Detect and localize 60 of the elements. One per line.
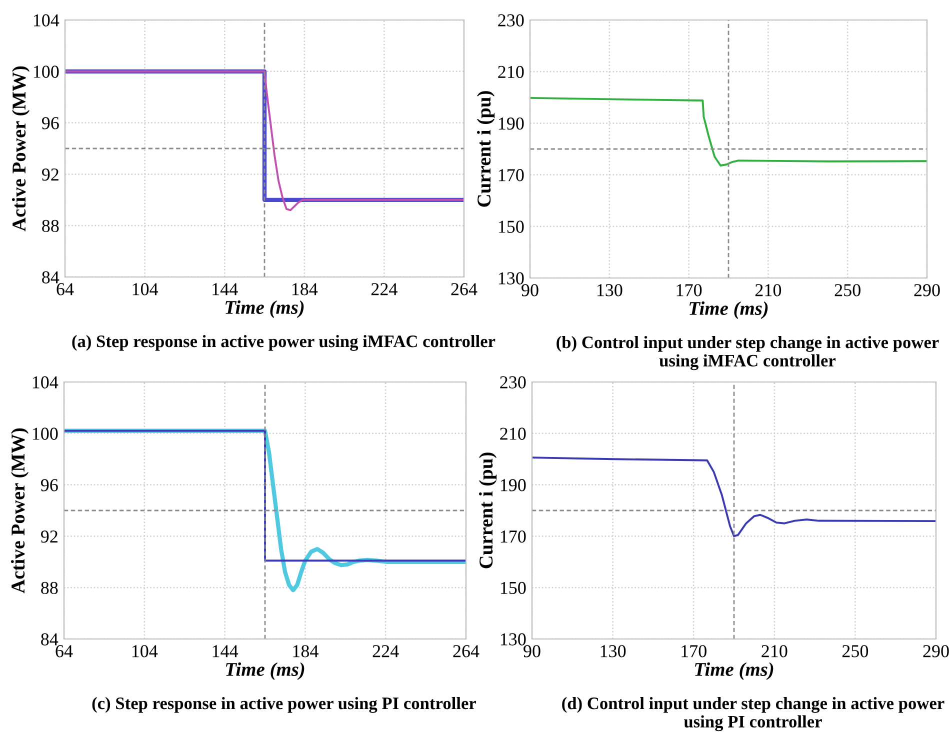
x-tick-label: 90 (522, 284, 538, 296)
y-tick-label: 84 (42, 271, 60, 284)
x-tick-label: 104 (132, 645, 158, 658)
x-tick-label: 250 (834, 284, 860, 296)
x-tick-label: 90 (524, 645, 540, 658)
y-tick-label: 100 (32, 428, 58, 440)
y-tick-label: 92 (40, 530, 58, 543)
y-tick-label: 130 (498, 272, 524, 284)
x-tick-label: 184 (292, 283, 318, 296)
y-tick-label: 96 (40, 479, 58, 492)
y-tick-label: 150 (500, 582, 526, 594)
x-tick-label: 144 (212, 645, 238, 658)
x-tick-label: 290 (914, 284, 940, 296)
y-tick-label: 210 (500, 428, 526, 440)
x-tick-label: 210 (755, 284, 782, 296)
y-tick-label: 100 (34, 66, 59, 78)
x-axis-title: Time (ms) (226, 300, 304, 318)
text: (d) Control input under step change in active power using PI controller (562, 697, 944, 732)
y-tick-label: 170 (500, 530, 526, 543)
x-tick-label: 170 (676, 284, 702, 296)
y-tick-label: 104 (32, 376, 58, 388)
y-tick-label: 92 (42, 168, 58, 181)
y-axis-title: Active Power (MW) (10, 428, 29, 594)
y-tick-label: 190 (500, 479, 526, 492)
y-axis-title: Current i (pu) (478, 452, 497, 568)
x-tick-label: 144 (212, 283, 238, 296)
y-tick-label: 130 (500, 633, 526, 646)
y-tick-label: 190 (498, 117, 524, 130)
x-tick-label: 250 (842, 645, 868, 658)
y-tick-label: 96 (42, 117, 59, 130)
y-tick-label: 230 (500, 376, 526, 388)
y-tick-label: 150 (498, 220, 524, 233)
x-tick-label: 170 (682, 645, 706, 658)
y-tick-label: 170 (498, 169, 524, 182)
y-tick-label: 230 (498, 14, 524, 26)
x-tick-label: 224 (372, 645, 399, 658)
x-tick-label: 104 (132, 283, 158, 296)
x-axis-title: Time (ms) (226, 662, 304, 680)
y-tick-label: 88 (41, 582, 58, 594)
x-tick-label: 130 (597, 284, 622, 296)
x-tick-label: 210 (762, 645, 788, 658)
text: (c) Step response in active power using PI controller (92, 697, 476, 713)
x-tick-label: 224 (371, 283, 398, 296)
y-tick-label: 88 (42, 220, 59, 232)
x-tick-label: 64 (56, 645, 73, 658)
x-tick-label: 264 (453, 645, 480, 658)
y-tick-label: 84 (41, 633, 58, 646)
text: (b) Control input under step change in active power using iMFAC controller (556, 336, 939, 370)
x-axis-title: Time (ms) (690, 301, 768, 319)
x-tick-label: 184 (293, 645, 318, 658)
y-axis-title: Active Power (MW) (12, 66, 30, 232)
x-tick-label: 64 (56, 283, 74, 296)
y-tick-label: 104 (34, 14, 60, 26)
text: (a) Step response in active power using iMFAC controller (72, 335, 496, 351)
x-axis-title: Time (ms) (695, 662, 774, 680)
x-tick-label: 130 (600, 645, 626, 658)
x-tick-label: 290 (923, 645, 949, 658)
y-tick-label: 210 (498, 66, 524, 78)
y-axis-title: Current i (pu) (476, 91, 495, 207)
x-tick-label: 264 (451, 283, 478, 296)
